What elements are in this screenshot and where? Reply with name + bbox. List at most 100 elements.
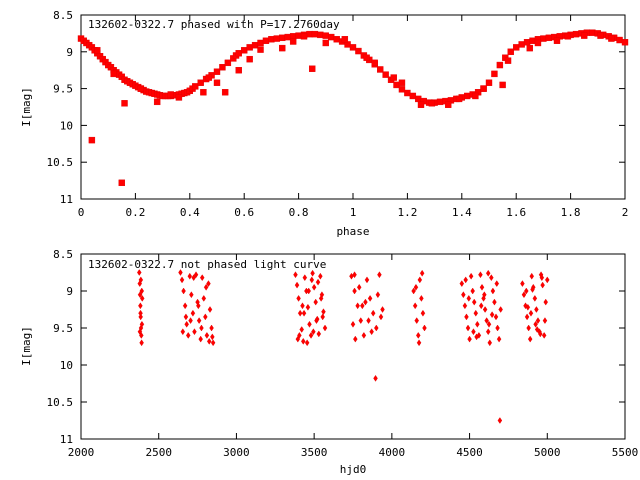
y-tick-label: 8.5 (53, 248, 73, 261)
data-point (419, 269, 425, 277)
data-point (482, 291, 487, 299)
data-point (473, 309, 479, 317)
data-point (207, 306, 213, 313)
data-point (355, 47, 362, 55)
data-point (412, 302, 418, 310)
x-axis-label: phase (336, 225, 369, 238)
data-point (302, 274, 308, 282)
data-point (621, 39, 629, 46)
data-point (526, 44, 533, 52)
data-point (341, 36, 349, 43)
x-tick-label: 2500 (145, 446, 172, 459)
data-point (363, 54, 370, 61)
data-point (455, 95, 463, 103)
y-tick-label: 11 (60, 433, 73, 446)
data-point (273, 35, 281, 42)
data-point (178, 269, 183, 276)
data-point (184, 320, 189, 328)
data-point (411, 287, 416, 295)
data-point (139, 339, 144, 347)
data-point (279, 34, 286, 42)
data-point (545, 276, 550, 284)
data-point (175, 94, 183, 101)
data-point (513, 44, 520, 51)
data-point (480, 85, 487, 92)
data-point (356, 283, 362, 291)
data-point (179, 276, 185, 284)
data-point (366, 317, 371, 324)
data-point (597, 32, 604, 39)
data-point (382, 71, 389, 78)
data-point (294, 281, 300, 289)
data-point (534, 39, 542, 47)
y-tick-label: 8.5 (53, 9, 73, 22)
data-point (246, 55, 253, 63)
data-point (301, 309, 307, 317)
data-point (191, 274, 196, 282)
x-tick-label: 0 (78, 206, 85, 219)
data-point (315, 278, 321, 286)
data-point (310, 269, 315, 277)
data-point (138, 313, 143, 321)
data-point (416, 339, 422, 347)
data-point (88, 136, 96, 144)
plot-frame (80, 14, 626, 200)
data-point (496, 335, 502, 343)
data-point (192, 83, 199, 90)
data-point (371, 59, 378, 67)
data-point (322, 324, 328, 332)
x-tick-label: 1.4 (452, 206, 472, 219)
data-point (539, 274, 545, 282)
phased-light-curve-panel: 0 0.2 0.4 0.6 0.8 1 1.2 1.4 1.6 1.8 2 8.5 9 9.5 10 10.5… (20, 9, 628, 238)
y-tick-label: 10 (60, 359, 73, 372)
data-point (533, 320, 538, 328)
data-point (311, 30, 319, 38)
data-point (355, 302, 360, 310)
data-point (186, 332, 191, 339)
data-point (466, 295, 472, 302)
x-tick-label: 0.2 (125, 206, 145, 219)
data-point (507, 48, 514, 55)
data-point (520, 280, 525, 287)
data-point (240, 47, 248, 54)
x-tick-label: 3500 (301, 446, 328, 459)
data-point (190, 309, 196, 317)
data-point (209, 324, 214, 332)
x-tick-label: 0.8 (289, 206, 309, 219)
data-point (482, 306, 488, 313)
data-point (526, 324, 531, 332)
data-point (529, 37, 536, 44)
data-point (213, 79, 221, 86)
data-point (398, 79, 406, 86)
data-point (182, 302, 188, 310)
data-point (251, 41, 259, 49)
data-point (462, 302, 468, 310)
data-point (485, 328, 491, 336)
data-point (475, 320, 480, 328)
y-axis-label: I[mag] (20, 326, 33, 366)
data-points (77, 29, 629, 187)
data-point (524, 287, 529, 295)
data-point (307, 320, 312, 328)
data-point (422, 324, 427, 332)
data-point (137, 269, 142, 276)
data-point (284, 33, 291, 41)
data-point (192, 328, 197, 336)
data-point (167, 91, 174, 98)
data-point (268, 36, 275, 43)
data-point (478, 271, 483, 279)
data-point (224, 59, 232, 67)
data-point (306, 30, 313, 38)
data-point (369, 328, 374, 336)
data-point (322, 32, 329, 39)
data-point (196, 302, 201, 310)
data-point (320, 313, 325, 321)
y-tick-label: 9.5 (53, 83, 73, 96)
data-point (205, 74, 213, 81)
data-point (525, 303, 531, 311)
data-point (417, 101, 425, 108)
data-points (137, 269, 550, 424)
data-point (367, 295, 373, 302)
data-point (316, 330, 322, 338)
